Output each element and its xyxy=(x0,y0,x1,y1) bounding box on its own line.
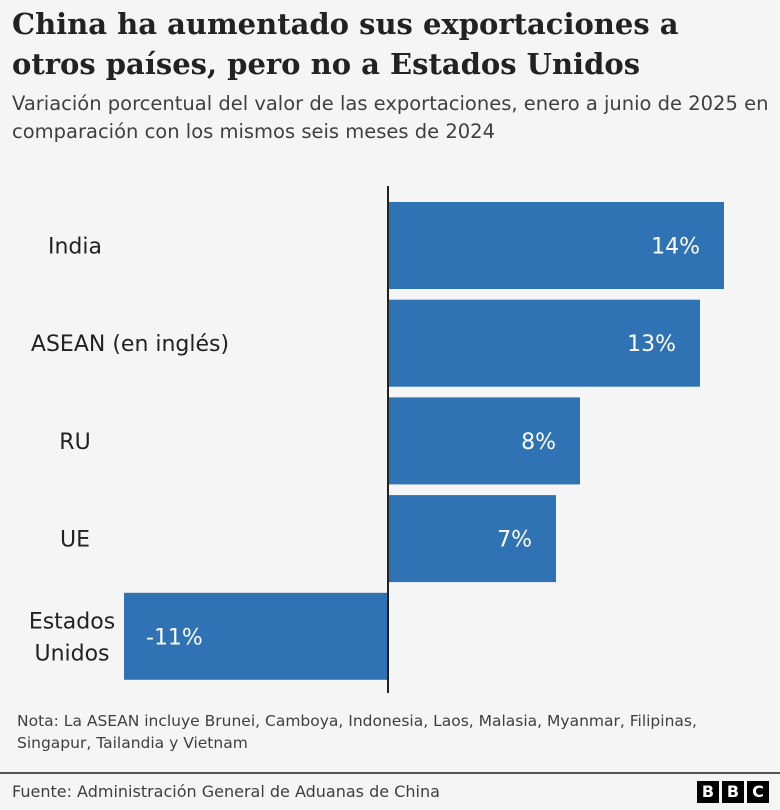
category-label: India xyxy=(48,235,102,260)
category-label: UE xyxy=(60,528,90,553)
category-label: Estados xyxy=(29,609,115,634)
category-label: Unidos xyxy=(34,641,109,666)
logo-letter: C xyxy=(747,781,769,803)
data-label: 7% xyxy=(497,528,532,553)
category-label: RU xyxy=(59,430,90,455)
bar xyxy=(388,202,724,289)
logo-letter: B xyxy=(697,781,719,803)
source-text: Fuente: Administración General de Aduana… xyxy=(12,782,440,801)
footer-divider xyxy=(0,772,780,774)
bar xyxy=(388,397,580,485)
bar-chart: 14% India 13% ASEAN (en inglés) 8% RU 7% UE -11%… xyxy=(29,186,724,693)
data-label: 8% xyxy=(521,430,556,455)
data-label: -11% xyxy=(146,625,203,650)
data-label: 13% xyxy=(627,332,676,357)
bar xyxy=(388,495,556,583)
bar xyxy=(124,592,388,680)
category-label: ASEAN (en inglés) xyxy=(31,332,229,357)
data-label: 14% xyxy=(651,235,700,260)
bbc-logo: B B C xyxy=(697,781,769,803)
chart-title: China ha aumentado sus exportaciones a o… xyxy=(12,7,679,81)
chart-note: Nota: La ASEAN incluye Brunei, Camboya, … xyxy=(17,712,697,752)
bar xyxy=(388,299,700,387)
chart-subtitle: Variación porcentual del valor de las ex… xyxy=(12,92,769,143)
logo-letter: B xyxy=(722,781,744,803)
